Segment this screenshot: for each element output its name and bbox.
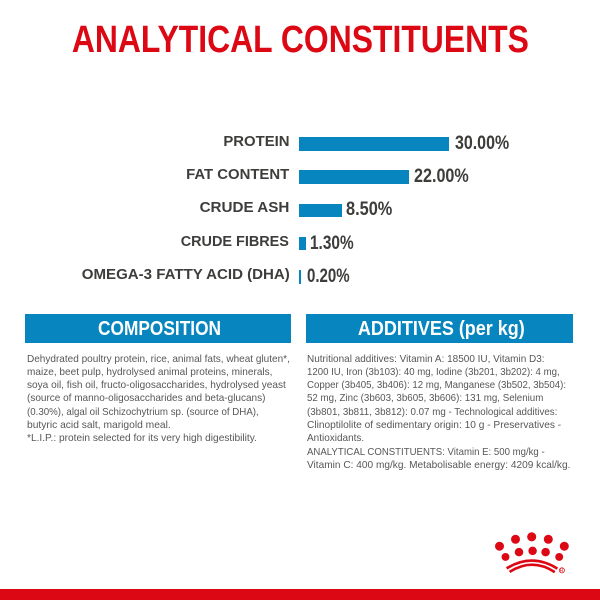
svg-text:R: R xyxy=(560,568,564,574)
